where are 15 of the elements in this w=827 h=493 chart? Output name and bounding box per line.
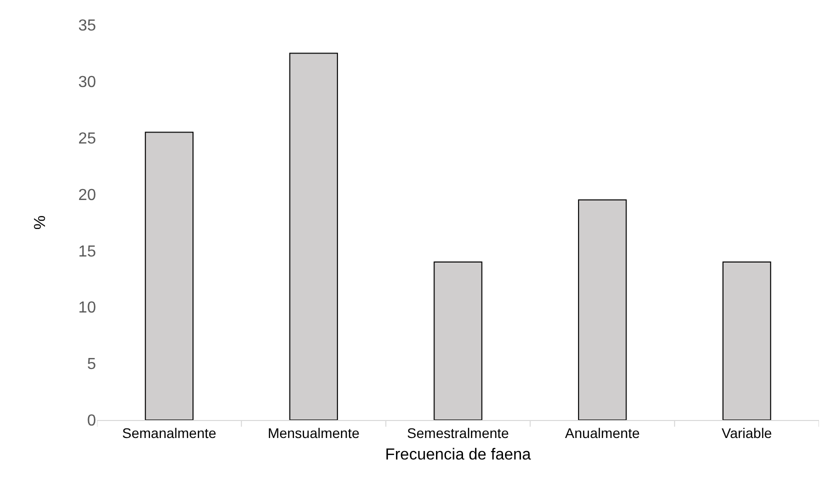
x-tick-label: Semestralmente	[407, 424, 510, 441]
y-tick-label: 15	[78, 243, 96, 260]
y-tick-label: 30	[78, 74, 96, 92]
y-tick-label: 20	[78, 186, 96, 204]
y-tick-label: 0	[87, 412, 96, 430]
y-tick-label: 10	[78, 300, 96, 317]
x-tick-label: Variable	[722, 424, 772, 441]
y-tick-label: 35	[78, 18, 96, 35]
x-tick-label: Anualmente	[565, 424, 640, 441]
x-axis-title: Frecuencia de faena	[385, 446, 532, 464]
y-tick-label: 5	[87, 356, 96, 374]
x-tick-label: Mensualmente	[268, 424, 360, 441]
x-tick-label: Semanalmente	[122, 424, 216, 441]
y-tick-label: 25	[78, 130, 96, 148]
y-axis-title: %	[32, 215, 50, 230]
